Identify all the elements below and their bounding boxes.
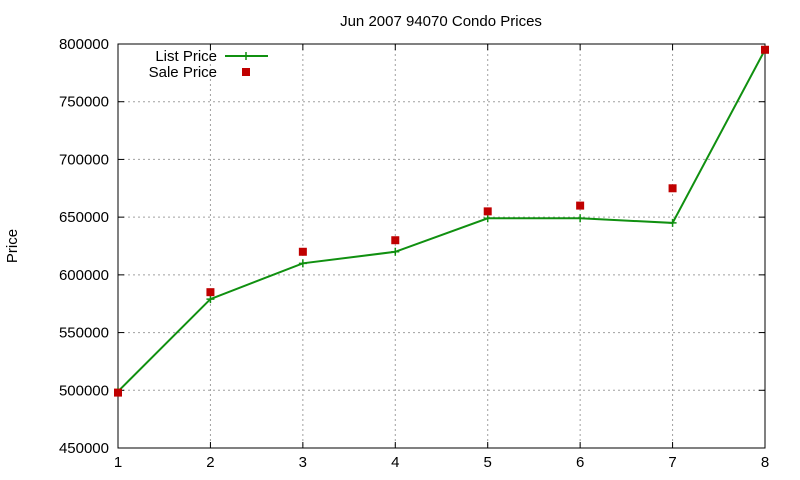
sale-price-point	[206, 288, 215, 297]
sale-price-point	[761, 45, 769, 54]
list-price-point	[576, 214, 585, 223]
sale-price-point	[391, 236, 400, 245]
x-tick-label: 4	[391, 454, 399, 471]
x-tick-label: 8	[761, 454, 769, 471]
y-tick-label: 500000	[59, 382, 109, 399]
sale-price-point	[668, 184, 677, 193]
list-price-point	[298, 259, 307, 268]
plot-frame	[117, 43, 766, 449]
legend-label-list-price: List Price	[155, 48, 217, 65]
y-tick-label: 800000	[59, 36, 109, 53]
y-tick-label: 550000	[59, 325, 109, 342]
x-tick-label: 7	[668, 454, 676, 471]
sale-price-point	[114, 388, 122, 397]
legend-marker-list-price	[242, 52, 250, 60]
list-price-line	[117, 49, 766, 393]
y-tick-label: 650000	[59, 209, 109, 226]
grid	[118, 44, 765, 448]
legend-plus-glyph	[242, 52, 250, 60]
chart-title: Jun 2007 94070 Condo Prices	[340, 13, 542, 30]
list-price-point	[391, 247, 400, 256]
y-axis-label: Price	[4, 229, 21, 263]
list-price-point	[483, 214, 492, 223]
legend: List Price Sale Price	[149, 48, 268, 81]
axis-ticks: 1 2 3 4 5 6 7 8 450000 500000 550000 600000 650000 70…	[59, 36, 769, 471]
sale-price-point	[298, 247, 307, 256]
x-tick-label: 6	[576, 454, 584, 471]
legend-label-sale-price: Sale Price	[149, 64, 217, 81]
sale-price-point	[576, 201, 585, 210]
x-tick-label: 2	[206, 454, 214, 471]
legend-marker-sale-price	[242, 68, 250, 76]
series	[114, 45, 769, 397]
y-tick-label: 450000	[59, 440, 109, 457]
x-tick-label: 1	[114, 454, 122, 471]
list-price-point	[668, 218, 677, 227]
y-tick-label: 600000	[59, 267, 109, 284]
y-tick-label: 750000	[59, 94, 109, 111]
x-tick-label: 3	[299, 454, 307, 471]
sale-price-point	[483, 207, 492, 216]
y-tick-label: 700000	[59, 151, 109, 168]
x-tick-label: 5	[484, 454, 492, 471]
list-price-point	[206, 295, 215, 304]
